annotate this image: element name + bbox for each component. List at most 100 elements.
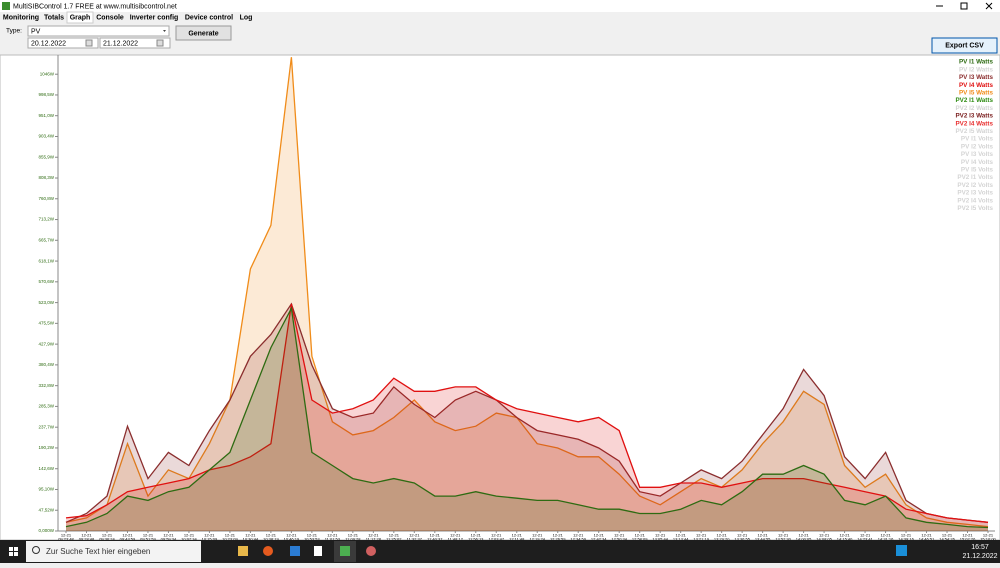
type-label: Type: xyxy=(6,28,22,35)
x-tick-label: 12-21 xyxy=(819,533,830,538)
y-tick-label: 1046W xyxy=(40,71,55,76)
legend-entry[interactable]: PV I5 Volts xyxy=(961,166,994,173)
x-tick-label: 12-21 xyxy=(61,533,72,538)
x-tick-label: 12-21 xyxy=(573,533,584,538)
x-tick-label: 12-21 xyxy=(327,533,338,538)
date-from-input[interactable] xyxy=(27,37,99,49)
menu-tab[interactable]: Monitoring xyxy=(3,14,39,21)
legend-entry[interactable]: PV I4 Volts xyxy=(961,159,994,166)
x-tick-label: 10:07:34 xyxy=(181,537,197,542)
app-icon xyxy=(340,546,350,556)
menu-tab[interactable]: Log xyxy=(240,14,253,21)
legend-entry[interactable]: PV I3 Volts xyxy=(961,151,994,158)
taskbar-app[interactable] xyxy=(290,546,300,556)
taskbar-app[interactable] xyxy=(238,546,248,556)
y-tick-label: 190,2W xyxy=(38,445,54,450)
x-tick-label: 12-21 xyxy=(512,533,523,538)
legend-entry[interactable]: PV I1 Volts xyxy=(961,136,994,143)
legend-entry[interactable]: PV2 I3 Volts xyxy=(957,190,993,197)
x-tick-label: 09:43:59 xyxy=(120,537,136,542)
date-to-input[interactable] xyxy=(99,37,171,49)
x-tick-label: 10:30:44 xyxy=(243,537,259,542)
legend-entry[interactable]: PV2 I1 Volts xyxy=(957,174,993,181)
x-tick-label: 11:17:28 xyxy=(366,537,382,542)
menu-tab[interactable]: Device control xyxy=(185,14,233,21)
x-tick-label: 12:50:34 xyxy=(611,537,627,542)
x-tick-label: 12-21 xyxy=(778,533,789,538)
x-tick-label: 12-21 xyxy=(122,533,133,538)
taskbar-app[interactable] xyxy=(366,546,376,556)
menu-tab[interactable]: Console xyxy=(96,14,124,21)
x-tick-label: 12-21 xyxy=(839,533,850,538)
taskbar-app[interactable] xyxy=(263,546,273,556)
legend-entry[interactable]: PV2 I4 Volts xyxy=(957,197,993,204)
x-tick-label: 12-21 xyxy=(286,533,297,538)
legend-entry[interactable]: PV2 I5 Watts xyxy=(955,128,993,135)
x-tick-label: 12-21 xyxy=(798,533,809,538)
x-tick-label: 12-21 xyxy=(409,533,420,538)
x-tick-label: 12-21 xyxy=(921,533,932,538)
x-tick-label: 12-21 xyxy=(860,533,871,538)
export-button[interactable] xyxy=(931,37,998,54)
calendar-icon[interactable] xyxy=(156,39,164,47)
legend-entry[interactable]: PV2 I5 Volts xyxy=(957,205,993,212)
legend-entry[interactable]: PV I3 Watts xyxy=(959,74,994,81)
legend-entry[interactable]: PV I2 Volts xyxy=(961,143,994,150)
series-line xyxy=(65,303,989,523)
legend-entry[interactable]: PV2 I3 Watts xyxy=(955,113,993,120)
x-tick-label: 10:15:09 xyxy=(202,537,218,542)
menu-tab[interactable]: Graph xyxy=(70,14,91,21)
y-tick-label: 760,8W xyxy=(38,196,54,201)
x-tick-label: 09:28:48 xyxy=(79,537,95,542)
x-tick-label: 13:13:44 xyxy=(673,537,689,542)
y-tick-label: 808,3W xyxy=(38,175,54,180)
legend-entry[interactable]: PV2 I1 Watts xyxy=(955,97,993,104)
x-tick-label: 13:21:19 xyxy=(693,537,709,542)
legend-entry[interactable]: PV2 I4 Watts xyxy=(955,120,993,127)
x-tick-label: 12-21 xyxy=(471,533,482,538)
y-tick-label: 237,7W xyxy=(38,424,54,429)
type-select[interactable] xyxy=(27,25,170,37)
export-label: Export CSV xyxy=(945,42,984,49)
x-tick-label: 10:23:09 xyxy=(222,537,238,542)
x-tick-label: 12-21 xyxy=(758,533,769,538)
generate-button[interactable] xyxy=(175,25,232,41)
x-tick-label: 12-21 xyxy=(143,533,154,538)
x-tick-label: 10:38:19 xyxy=(263,537,279,542)
x-tick-label: 12-21 xyxy=(696,533,707,538)
x-tick-label: 14:46:51 xyxy=(919,537,935,542)
x-tick-label: 12-21 xyxy=(491,533,502,538)
x-tick-label: 15:10:00 xyxy=(980,537,996,542)
start-button[interactable] xyxy=(9,547,18,556)
legend-entry[interactable]: PV2 I2 Watts xyxy=(955,105,993,112)
x-tick-label: 12-21 xyxy=(266,533,277,538)
legend-entry[interactable]: PV2 I2 Volts xyxy=(957,182,993,189)
maximize-button[interactable] xyxy=(960,2,968,10)
x-tick-label: 11:32:37 xyxy=(407,537,423,542)
search-box[interactable] xyxy=(26,541,201,562)
y-tick-label: 427,9W xyxy=(38,341,54,346)
close-button[interactable] xyxy=(985,2,993,10)
tray-icon[interactable] xyxy=(896,545,907,556)
menu-tab[interactable]: Inverter config xyxy=(130,14,179,21)
x-tick-label: 12-21 xyxy=(184,533,195,538)
series-line xyxy=(65,57,989,528)
y-tick-label: 998,5W xyxy=(38,92,54,97)
x-tick-label: 12-21 xyxy=(225,533,236,538)
x-tick-label: 11:01:53 xyxy=(325,537,341,542)
calendar-icon[interactable] xyxy=(85,39,93,47)
legend-entry[interactable]: PV I2 Watts xyxy=(959,66,994,73)
x-tick-label: 12:34:59 xyxy=(570,537,586,542)
legend-entry[interactable]: PV I1 Watts xyxy=(959,59,994,66)
x-tick-label: 10:53:53 xyxy=(304,537,320,542)
menu-tab[interactable]: Totals xyxy=(44,14,64,21)
x-tick-label: 12-21 xyxy=(737,533,748,538)
legend-entry[interactable]: PV I4 Watts xyxy=(959,82,994,89)
x-tick-label: 12-21 xyxy=(245,533,256,538)
series-area xyxy=(66,303,988,531)
legend-entry[interactable]: PV I5 Watts xyxy=(959,89,994,96)
taskbar-app[interactable] xyxy=(314,546,322,556)
x-tick-label: 12:19:24 xyxy=(529,537,545,542)
series-line xyxy=(65,306,989,529)
x-tick-label: 12:58:09 xyxy=(632,537,648,542)
